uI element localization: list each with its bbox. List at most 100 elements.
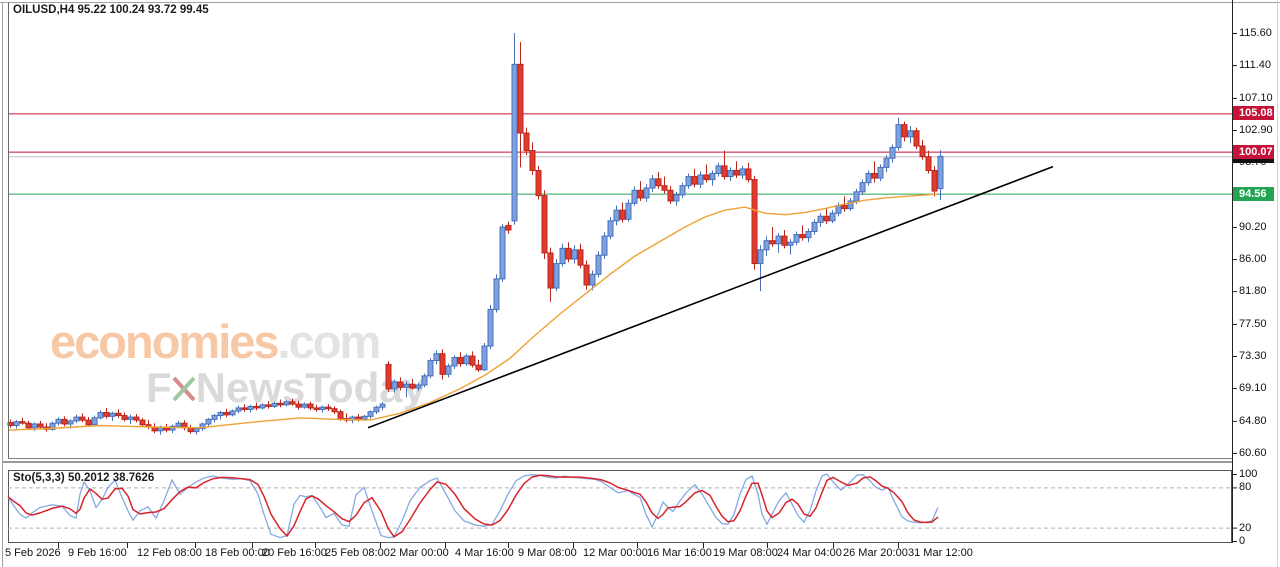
candle — [511, 63, 518, 222]
candle — [757, 249, 764, 265]
price-tick-label: 64.80 — [1239, 415, 1267, 427]
candle — [781, 235, 788, 246]
candle — [865, 173, 872, 184]
candle — [505, 224, 512, 231]
candle — [559, 247, 566, 265]
price-tick-label: 77.50 — [1239, 318, 1267, 330]
candle — [547, 252, 554, 289]
candle — [277, 402, 284, 406]
candle — [673, 194, 680, 202]
candle — [451, 357, 458, 367]
candle — [853, 191, 860, 202]
candle — [283, 401, 290, 406]
candle — [817, 215, 824, 223]
price-tick-label: 60.60 — [1239, 447, 1267, 459]
time-tick-label: 20 Feb 16:00 — [262, 547, 327, 559]
candle — [421, 375, 428, 386]
candle — [295, 403, 302, 408]
candle — [691, 176, 698, 185]
candle — [319, 406, 326, 410]
candle — [445, 365, 452, 375]
candle — [625, 202, 632, 220]
candle — [373, 406, 380, 413]
candle — [685, 176, 692, 187]
candle — [403, 383, 410, 388]
time-tick-label: 12 Feb 08:00 — [137, 547, 202, 559]
candle — [91, 417, 98, 426]
candle — [607, 220, 614, 237]
candle — [739, 168, 746, 176]
candle — [433, 353, 440, 362]
candle — [265, 404, 272, 407]
panel-splitter[interactable] — [3, 461, 1232, 463]
candle — [697, 174, 704, 185]
candle — [589, 273, 596, 286]
time-tick-label: 12 Mar 00:00 — [583, 547, 648, 559]
price-badge: 100.07 — [1233, 145, 1274, 159]
time-tick-label: 25 Feb 08:00 — [325, 547, 390, 559]
candle — [637, 189, 644, 199]
candle — [205, 418, 212, 425]
time-tick-label: 26 Mar 20:00 — [843, 547, 908, 559]
candle — [37, 423, 44, 428]
time-tick-label: 16 Mar 16:00 — [647, 547, 712, 559]
time-tick-label: 2 Mar 00:00 — [390, 547, 449, 559]
candle — [475, 364, 482, 371]
stoch-k-line — [7, 473, 939, 539]
indicator-frame — [8, 470, 1232, 543]
candle — [667, 189, 674, 202]
candle — [541, 195, 548, 254]
candle — [193, 428, 200, 433]
candle — [517, 63, 524, 134]
candle — [799, 234, 806, 239]
candle — [325, 406, 332, 410]
candle — [361, 415, 368, 420]
candle — [937, 155, 944, 190]
candle — [901, 124, 908, 138]
candle — [463, 355, 470, 365]
chart-symbol-title: OILUSD,H4 95.22 100.24 93.72 99.45 — [13, 4, 209, 16]
candle — [487, 308, 494, 347]
candle — [61, 418, 68, 425]
indicator-tick-label: 0 — [1239, 535, 1246, 547]
candle — [385, 363, 392, 390]
candle — [199, 423, 206, 430]
candle — [331, 408, 338, 413]
candle — [595, 254, 602, 275]
candle — [793, 234, 800, 243]
candle — [889, 147, 896, 159]
candle — [583, 264, 590, 286]
candle — [829, 212, 836, 222]
trendline[interactable] — [367, 165, 1054, 429]
candle — [895, 124, 902, 149]
candle — [913, 130, 920, 147]
price-tick-label: 90.20 — [1239, 221, 1267, 233]
indicator-tick-label: 100 — [1239, 468, 1258, 480]
candle — [715, 165, 722, 175]
time-tick-label: 24 Mar 04:00 — [777, 547, 842, 559]
candle — [241, 407, 248, 410]
candle — [67, 420, 74, 425]
candle — [727, 169, 734, 178]
candle — [523, 132, 530, 152]
candle — [703, 174, 710, 181]
candle — [139, 419, 146, 426]
candle — [439, 353, 446, 375]
candle — [25, 422, 32, 429]
candle — [313, 407, 320, 410]
price-tick-label: 81.80 — [1239, 285, 1267, 297]
candle — [235, 407, 242, 412]
candle — [823, 215, 830, 222]
price-tick-label: 73.30 — [1239, 350, 1267, 362]
candle — [415, 384, 422, 389]
candle — [679, 185, 686, 196]
candle — [409, 383, 416, 389]
candle — [121, 415, 128, 420]
candle — [619, 209, 626, 220]
candle — [307, 403, 314, 409]
candle — [871, 173, 878, 179]
candle — [31, 423, 38, 429]
ma-line — [7, 193, 938, 431]
